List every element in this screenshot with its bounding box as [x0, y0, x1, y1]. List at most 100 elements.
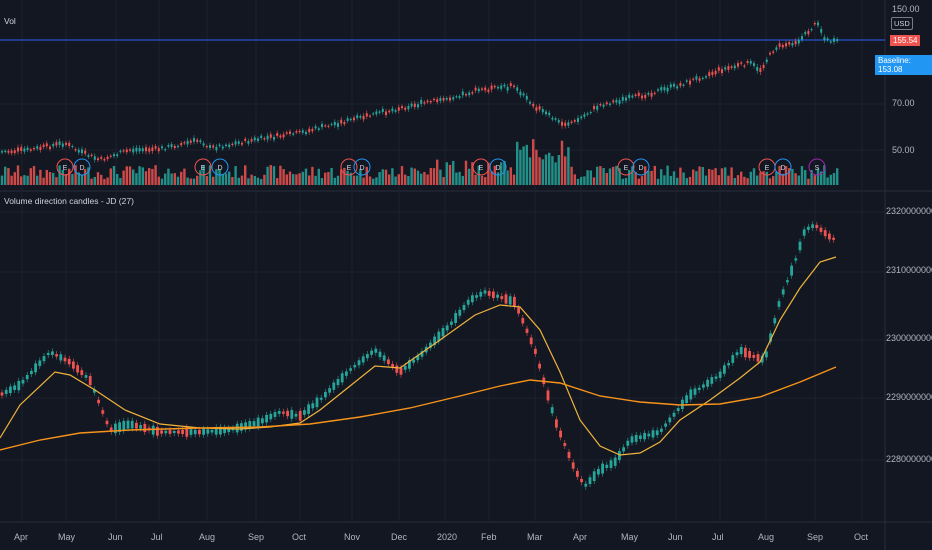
volume-bar: [116, 173, 119, 185]
volume-bar: [167, 168, 170, 185]
volume-bar: [192, 178, 196, 185]
volume-candle: [433, 336, 436, 346]
volume-candle: [80, 370, 84, 376]
price-candle: [727, 66, 730, 70]
volume-candle: [261, 418, 264, 424]
price-candle: [247, 141, 250, 144]
volume-bar: [32, 166, 36, 185]
price-candle: [532, 103, 535, 107]
volume-candle: [471, 295, 474, 303]
price-candle: [154, 146, 157, 149]
price-candle: [506, 86, 509, 91]
price-candle: [458, 96, 461, 98]
volume-candle: [781, 289, 785, 295]
volume-candle: [500, 296, 504, 300]
volume-bar: [244, 165, 247, 185]
volume-candle: [13, 385, 16, 390]
time-axis-label: Apr: [14, 532, 29, 542]
price-candle: [343, 122, 346, 125]
dividend-marker: [353, 158, 371, 176]
price-candle: [372, 113, 375, 115]
earnings-marker-label: E: [201, 165, 206, 172]
price-candle: [321, 123, 323, 128]
volume-candle: [815, 224, 819, 229]
price-candle: [116, 154, 119, 157]
volume-bar: [269, 165, 272, 185]
volume-bar: [180, 171, 183, 185]
value-tick: 23000000000.00: [886, 333, 932, 343]
volume-candle: [622, 447, 625, 452]
volume-bar: [544, 154, 548, 185]
volume-bar: [477, 165, 480, 185]
volume-bar: [784, 166, 788, 185]
volume-candle: [202, 428, 205, 435]
price-candle: [103, 158, 106, 161]
price-candle: [407, 105, 410, 110]
volume-bar: [378, 172, 381, 185]
last-price-tag: 155.54: [890, 35, 921, 46]
volume-candle: [496, 294, 499, 298]
volume-candle: [664, 423, 667, 427]
price-candle: [199, 140, 202, 143]
split-marker: [808, 158, 826, 176]
volume-candle: [370, 350, 373, 355]
volume-bar: [164, 173, 167, 185]
volume-bar: [528, 157, 532, 185]
price-candle: [593, 106, 595, 110]
price-candle: [657, 89, 659, 91]
volume-bar: [791, 168, 794, 185]
price-candle: [189, 140, 192, 143]
volume-bar: [391, 168, 394, 185]
price-candle: [58, 141, 61, 145]
price-candle: [375, 111, 378, 115]
price-candle: [77, 149, 80, 153]
price-candle: [477, 88, 480, 92]
volume-bar: [52, 172, 55, 185]
price-candle: [762, 64, 765, 69]
price-candle: [266, 135, 269, 140]
price-candle: [538, 106, 541, 110]
price-candle: [829, 41, 832, 43]
price-candle: [551, 117, 554, 120]
volume-candle: [605, 464, 609, 468]
volume-bar: [218, 169, 221, 185]
volume-candle: [189, 429, 193, 435]
volume-bar: [404, 174, 407, 185]
price-candle: [193, 138, 195, 142]
volume-bar: [106, 177, 109, 185]
volume-candle: [504, 294, 508, 304]
currency-badge[interactable]: USD: [891, 17, 913, 30]
price-candle: [487, 89, 490, 92]
volume-bar: [775, 171, 778, 185]
earnings-marker-label: E: [63, 165, 68, 172]
volume-bar: [77, 172, 80, 185]
volume-candle: [4, 389, 8, 394]
volume-candle: [718, 371, 722, 378]
volume-bar: [829, 174, 832, 185]
price-candle: [442, 98, 445, 101]
volume-bar: [602, 167, 605, 185]
price-candle: [52, 143, 55, 147]
volume-bar: [628, 170, 631, 185]
price-candle: [484, 87, 487, 91]
volume-bar: [356, 175, 359, 185]
price-candle: [90, 154, 93, 156]
price-candle: [45, 143, 48, 147]
volume-candle: [475, 295, 478, 298]
dividend-marker-label: D: [495, 165, 500, 172]
volume-bar: [423, 171, 426, 185]
volume-candle: [139, 425, 142, 429]
volume-bar: [80, 175, 84, 185]
volume-candle: [366, 354, 369, 359]
price-candle: [676, 86, 679, 89]
volume-bar: [496, 172, 500, 185]
volume-bar: [493, 165, 496, 185]
volume-bar: [400, 166, 404, 185]
price-candle: [631, 95, 634, 98]
time-axis-label: Dec: [391, 532, 408, 542]
earnings-marker-label: E: [479, 165, 484, 172]
earnings-marker: [56, 158, 74, 176]
price-candle: [461, 91, 464, 96]
price-candle: [615, 99, 618, 103]
